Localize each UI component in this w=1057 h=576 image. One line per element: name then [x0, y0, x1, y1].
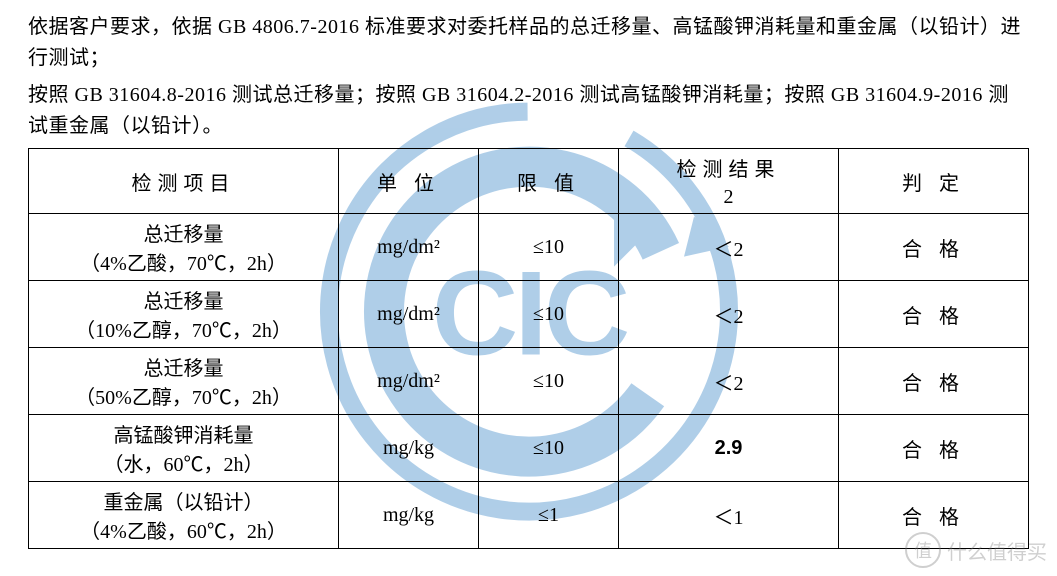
item-main: 总迁移量: [31, 285, 336, 314]
item-sub: （水，60℃，2h）: [31, 448, 336, 477]
cell-item: 重金属（以铅计）（4%乙酸，60℃，2h）: [29, 482, 339, 549]
smzdm-icon: 值: [905, 532, 941, 568]
smzdm-watermark: 值 什么值得买: [905, 532, 1047, 568]
table-row: 总迁移量（4%乙酸，70℃，2h）mg/dm²≤10＜2合 格: [29, 214, 1029, 281]
intro-paragraph-2: 按照 GB 31604.8-2016 测试总迁移量；按照 GB 31604.2-…: [28, 80, 1029, 142]
th-limit: 限 值: [479, 149, 619, 214]
cell-limit: ≤10: [479, 415, 619, 482]
item-main: 总迁移量: [31, 352, 336, 381]
cell-result: 2.9: [619, 415, 839, 482]
th-result-bottom: 2: [619, 184, 839, 214]
table-row: 总迁移量（50%乙醇，70℃，2h）mg/dm²≤10＜2合 格: [29, 348, 1029, 415]
smzdm-text: 什么值得买: [947, 536, 1047, 565]
test-results-table: 检测项目 单 位 限 值 检测结果 判 定 2 总迁移量（4%乙酸，70℃，2h…: [28, 148, 1029, 549]
table-row: 总迁移量（10%乙醇，70℃，2h）mg/dm²≤10＜2合 格: [29, 281, 1029, 348]
cell-limit: ≤10: [479, 281, 619, 348]
item-main: 总迁移量: [31, 218, 336, 247]
cell-unit: mg/dm²: [339, 348, 479, 415]
cell-unit: mg/dm²: [339, 214, 479, 281]
cell-unit: mg/kg: [339, 482, 479, 549]
cell-unit: mg/kg: [339, 415, 479, 482]
cell-judge: 合 格: [839, 415, 1029, 482]
cell-result: ＜2: [619, 214, 839, 281]
th-result-top: 检测结果: [619, 149, 839, 185]
cell-limit: ≤10: [479, 214, 619, 281]
cell-result: ＜2: [619, 348, 839, 415]
item-sub: （10%乙醇，70℃，2h）: [31, 314, 336, 343]
table-row: 高锰酸钾消耗量（水，60℃，2h）mg/kg≤102.9合 格: [29, 415, 1029, 482]
cell-item: 总迁移量（10%乙醇，70℃，2h）: [29, 281, 339, 348]
item-sub: （4%乙酸，60℃，2h）: [31, 515, 336, 544]
cell-unit: mg/dm²: [339, 281, 479, 348]
th-unit: 单 位: [339, 149, 479, 214]
item-main: 重金属（以铅计）: [31, 486, 336, 515]
cell-item: 总迁移量（50%乙醇，70℃，2h）: [29, 348, 339, 415]
cell-judge: 合 格: [839, 348, 1029, 415]
cell-limit: ≤10: [479, 348, 619, 415]
item-sub: （4%乙酸，70℃，2h）: [31, 247, 336, 276]
item-main: 高锰酸钾消耗量: [31, 419, 336, 448]
th-judge: 判 定: [839, 149, 1029, 214]
cell-limit: ≤1: [479, 482, 619, 549]
item-sub: （50%乙醇，70℃，2h）: [31, 381, 336, 410]
cell-result: ＜2: [619, 281, 839, 348]
cell-item: 总迁移量（4%乙酸，70℃，2h）: [29, 214, 339, 281]
cell-judge: 合 格: [839, 281, 1029, 348]
intro-paragraph-1: 依据客户要求，依据 GB 4806.7-2016 标准要求对委托样品的总迁移量、…: [28, 12, 1029, 74]
table-row: 重金属（以铅计）（4%乙酸，60℃，2h）mg/kg≤1＜1合 格: [29, 482, 1029, 549]
th-item: 检测项目: [29, 149, 339, 214]
cell-judge: 合 格: [839, 214, 1029, 281]
cell-result: ＜1: [619, 482, 839, 549]
cell-item: 高锰酸钾消耗量（水，60℃，2h）: [29, 415, 339, 482]
